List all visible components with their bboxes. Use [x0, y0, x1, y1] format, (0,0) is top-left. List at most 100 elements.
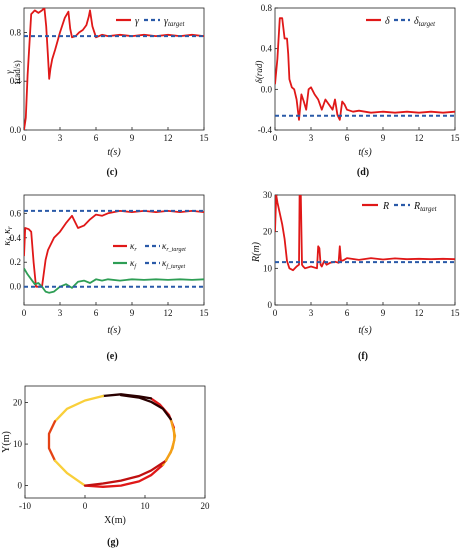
x-tick-label: 12 [415, 133, 424, 143]
legend-label-delta-target: δtarget [414, 16, 436, 28]
y-tick-label: 0.4 [10, 76, 22, 86]
x-axis-label-d: t(s) [358, 147, 372, 158]
panel-e: 0 3 6 9 12 15 0.0 0.2 0.4 0.6 κr κr_target κf κf_… [2, 194, 209, 362]
x-tick-label: 12 [415, 308, 424, 318]
tick-group-f: 0 3 6 9 12 15 0 10 20 30 [263, 190, 460, 318]
series-group-d [275, 17, 455, 121]
x-tick-label: 6 [94, 308, 99, 318]
legend-label-r-target: Rtarget [413, 201, 438, 213]
panel-g: -10 0 10 20 0 10 20 Y(m) X(m) (g) [1, 385, 210, 548]
panel-d: 0 3 6 9 12 15 -0.4 0.0 0.4 0.8 δ δtarget δ(rad) t… [254, 3, 460, 178]
x-tick-label: 9 [130, 133, 135, 143]
series-group-f [275, 195, 455, 272]
y-tick-label: 0.8 [261, 3, 273, 13]
x-tick-label: 9 [130, 308, 135, 318]
panel-label-f: (f) [358, 351, 368, 362]
x-tick-label: 3 [58, 133, 63, 143]
trajectory-segment-9 [119, 393, 172, 421]
series-group-g [47, 393, 177, 488]
series-line- [275, 17, 455, 121]
trajectory-segment-7 [83, 459, 168, 487]
trajectory-segment-4 [53, 394, 105, 423]
x-tick-label: 6 [345, 133, 350, 143]
x-tick-label: -10 [19, 501, 31, 511]
x-tick-label: 15 [451, 308, 461, 318]
series-group-c [24, 8, 204, 130]
x-tick-label: 15 [200, 308, 210, 318]
legend-f: R Rtarget [362, 201, 438, 213]
x-tick-label: 0 [22, 133, 27, 143]
legend-label-gamma: γ [135, 16, 140, 27]
y-axis-label-c: γ(rad/s) [4, 60, 22, 84]
y-axis-label-g: Y(m) [1, 431, 12, 453]
trajectory-segment-5 [47, 420, 57, 462]
x-tick-label: 6 [345, 308, 350, 318]
y-tick-label: 0 [268, 300, 273, 310]
legend-label-kappa-f: κf [130, 258, 137, 270]
trajectory-segment-6 [53, 459, 87, 487]
y-tick-label: -0.4 [258, 125, 273, 135]
x-tick-label: 6 [94, 133, 99, 143]
y-tick-label: 10 [263, 263, 273, 273]
trajectory-segment-8 [164, 418, 177, 462]
panel-label-g: (g) [107, 537, 119, 548]
x-tick-label: 15 [200, 133, 210, 143]
y-tick-label: 0.6 [10, 208, 22, 218]
x-axis-label-c: t(s) [107, 147, 121, 158]
x-tick-label: 0 [22, 308, 27, 318]
panel-label-d: (d) [357, 167, 369, 178]
x-tick-label: 20 [201, 501, 211, 511]
y-tick-label: 0 [18, 481, 23, 491]
y-tick-label: 0.4 [261, 44, 273, 54]
x-tick-label: 12 [164, 133, 173, 143]
tick-group-g: -10 0 10 20 0 10 20 [13, 398, 210, 511]
tick-group-e: 0 3 6 9 12 15 0.0 0.2 0.4 0.6 [10, 208, 209, 318]
x-tick-label: 10 [141, 501, 151, 511]
plot-frame-f [274, 194, 456, 306]
y-tick-label: 0.0 [261, 84, 273, 94]
plot-frame-d [274, 7, 456, 131]
legend-label-gamma-target: γtarget [164, 16, 185, 28]
trajectory-segment-0 [83, 463, 165, 488]
legend-e: κr κr_target κf κf_target [113, 241, 186, 270]
legend-c: γ γtarget [116, 16, 185, 28]
y-tick-label: 0.4 [10, 233, 22, 243]
y-axis-label-f: R(m) [251, 241, 262, 263]
y-tick-label: 20 [13, 398, 23, 408]
plot-frame-c [23, 7, 205, 131]
legend-label-kappa-r: κr [130, 241, 137, 253]
panel-f: 0 3 6 9 12 15 0 10 20 30 R Rtarget R(m) t(s) (f) [251, 190, 460, 362]
y-tick-label: 0.0 [10, 125, 22, 135]
tick-group-c: 0 3 6 9 12 15 0.0 0.4 0.8 [10, 27, 209, 143]
plot-frame-g [24, 385, 206, 499]
y-axis-label-e: κf, κr [2, 226, 14, 246]
y-tick-label: 20 [263, 227, 273, 237]
y-tick-label: 30 [263, 190, 273, 200]
legend-label-kappa-f-target: κf_target [162, 258, 185, 270]
x-tick-label: 0 [273, 133, 278, 143]
panel-label-e: (e) [106, 351, 117, 362]
y-axis-label-d: δ(rad) [254, 61, 264, 84]
x-tick-label: 12 [164, 308, 173, 318]
panel-label-c: (c) [106, 167, 117, 178]
y-tick-label: 0.8 [10, 27, 22, 37]
legend-label-r: R [382, 201, 389, 212]
x-tick-label: 3 [309, 308, 314, 318]
series-group-e [24, 209, 204, 294]
x-axis-label-g: X(m) [104, 515, 126, 526]
series-line-R [275, 195, 455, 272]
x-tick-label: 3 [58, 308, 63, 318]
y-tick-label: 0.2 [10, 257, 21, 267]
x-tick-label: 0 [83, 501, 88, 511]
panel-c: 0 3 6 9 12 15 0.0 0.4 0.8 γ γtarget γ(rad/s) t(s… [4, 7, 209, 178]
x-tick-label: 15 [451, 133, 461, 143]
series-line-f [24, 267, 204, 294]
legend-label-kappa-r-target: κr_target [162, 241, 186, 253]
x-tick-label: 3 [309, 133, 314, 143]
x-axis-label-f: t(s) [358, 325, 372, 336]
legend-label-delta: δ [385, 16, 390, 27]
x-tick-label: 9 [381, 133, 386, 143]
y-tick-label: 0.0 [10, 282, 22, 292]
legend-d: δ δtarget [366, 16, 436, 28]
